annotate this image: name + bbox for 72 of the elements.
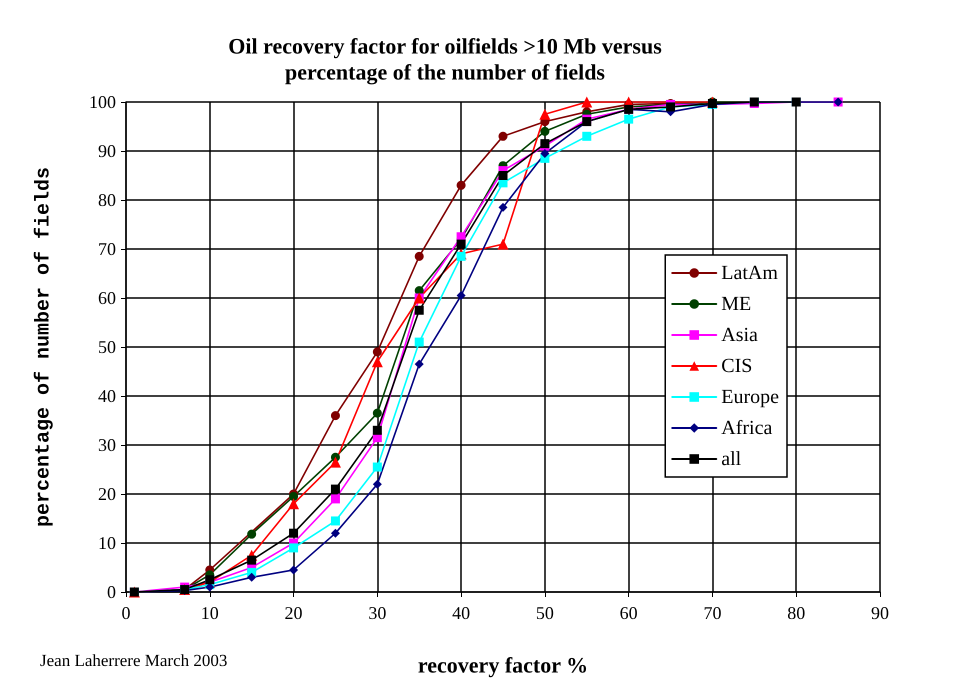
point: [456, 240, 466, 249]
point: [289, 528, 298, 538]
point: [498, 171, 508, 180]
point: [539, 108, 550, 120]
point: [498, 202, 508, 212]
point: [414, 306, 424, 315]
point: [247, 530, 256, 539]
point: [540, 148, 550, 158]
y-axis-title: percentage of number of fields: [32, 166, 56, 528]
point: [289, 492, 298, 501]
point: [372, 480, 382, 489]
x-tick-label: 90: [871, 603, 889, 623]
y-tick-label: 80: [98, 190, 116, 210]
x-tick-label: 20: [284, 603, 303, 623]
point: [414, 360, 424, 369]
point: [540, 126, 550, 136]
x-tick-label: 60: [620, 603, 638, 623]
point: [372, 356, 383, 368]
point: [456, 291, 466, 300]
text: Jean Laherrere March 2003: [40, 651, 228, 670]
point: [330, 484, 340, 494]
point: [414, 338, 424, 347]
point: [289, 543, 298, 552]
x-tick-label: 30: [368, 603, 386, 623]
y-tick-label: 70: [98, 239, 116, 259]
point: [498, 238, 508, 250]
x-tick-label: 80: [787, 603, 806, 623]
point: [372, 426, 382, 435]
y-tick-label: 40: [98, 386, 116, 406]
point: [582, 132, 592, 141]
point: [372, 462, 382, 472]
point: [289, 565, 298, 574]
point: [372, 408, 382, 418]
point: [540, 139, 550, 148]
x-tick-label: 50: [536, 603, 554, 623]
point: [456, 252, 466, 261]
point: [624, 114, 634, 124]
legend-label: Europe: [721, 386, 780, 408]
point: [372, 347, 382, 356]
point: [498, 132, 508, 141]
point: [247, 572, 256, 582]
x-tick-label: 10: [200, 603, 219, 623]
point: [330, 516, 340, 526]
y-tick-label: 30: [98, 435, 116, 455]
x-tick-label: 40: [452, 603, 470, 623]
point: [414, 252, 424, 261]
point: [247, 556, 256, 565]
point: [330, 456, 341, 468]
chart-title: Oil recovery factor for oilfields >10 Mb versus percentage of the number of fields: [228, 34, 662, 84]
legend-label: Africa: [721, 417, 772, 439]
x-axis-title: recovery factor %: [418, 652, 588, 678]
y-tick-label: 100: [89, 92, 116, 112]
point: [581, 96, 592, 108]
legend-label: Asia: [721, 324, 758, 346]
x-tick-label: 0: [122, 603, 130, 623]
legend-label: all: [721, 448, 742, 470]
legend-label: CIS: [721, 355, 752, 377]
y-tick-label: 20: [98, 484, 116, 504]
y-tick-label: 60: [98, 288, 116, 308]
y-tick-label: 0: [107, 582, 116, 602]
x-tick-label: 70: [703, 603, 722, 623]
legend-label: ME: [721, 293, 752, 315]
point: [288, 498, 300, 510]
point: [456, 180, 466, 190]
point: [330, 494, 340, 504]
point: [330, 411, 340, 420]
y-tick-label: 50: [98, 337, 116, 357]
point: [330, 528, 340, 538]
point: [205, 575, 214, 584]
y-tick-label: 10: [98, 533, 116, 553]
y-tick-label: 90: [98, 141, 116, 161]
legend-label: LatAm: [721, 262, 778, 284]
